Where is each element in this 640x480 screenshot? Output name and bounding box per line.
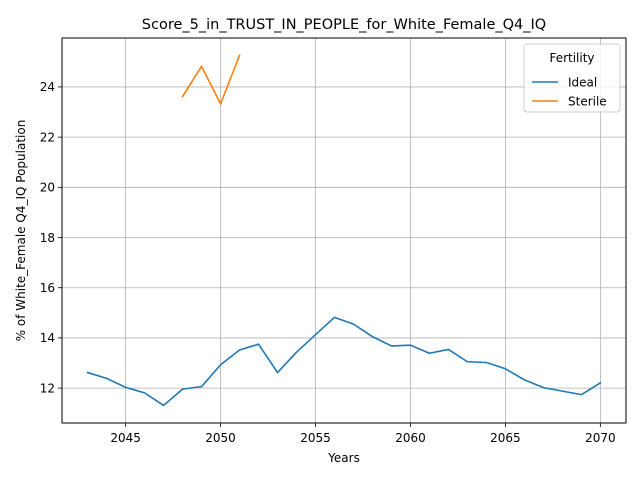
x-axis-label: Years xyxy=(327,451,360,465)
x-tick-label: 2060 xyxy=(395,431,426,445)
legend-box xyxy=(523,43,621,113)
y-tick-label: 12 xyxy=(40,381,55,395)
y-tick-label: 20 xyxy=(40,181,55,195)
legend: Fertility Ideal Sterile xyxy=(523,43,621,113)
legend-label-ideal: Ideal xyxy=(568,75,597,89)
y-axis-ticks: 12 14 16 18 20 22 24 xyxy=(40,80,62,395)
x-tick-label: 2070 xyxy=(585,431,616,445)
series-line-ideal xyxy=(86,316,602,407)
y-axis-label: % of White_Female Q4_IQ Population xyxy=(14,120,28,342)
x-tick-label: 2065 xyxy=(490,431,521,445)
series-line-sterile xyxy=(181,54,241,105)
x-tick-label: 2055 xyxy=(300,431,331,445)
x-tick-label: 2045 xyxy=(110,431,141,445)
y-tick-label: 14 xyxy=(40,331,55,345)
series-lines xyxy=(86,54,602,407)
gridlines xyxy=(62,38,626,423)
legend-title: Fertility xyxy=(549,51,594,65)
chart-title: Score_5_in_TRUST_IN_PEOPLE_for_White_Fem… xyxy=(142,17,546,33)
y-tick-label: 24 xyxy=(40,80,55,94)
x-axis-ticks: 2045 2050 2055 2060 2065 2070 xyxy=(110,423,616,445)
legend-label-sterile: Sterile xyxy=(568,94,607,108)
y-tick-label: 16 xyxy=(40,281,55,295)
x-tick-label: 2050 xyxy=(205,431,236,445)
y-tick-label: 22 xyxy=(40,130,55,144)
y-tick-label: 18 xyxy=(40,231,55,245)
plot-frame xyxy=(61,37,627,424)
